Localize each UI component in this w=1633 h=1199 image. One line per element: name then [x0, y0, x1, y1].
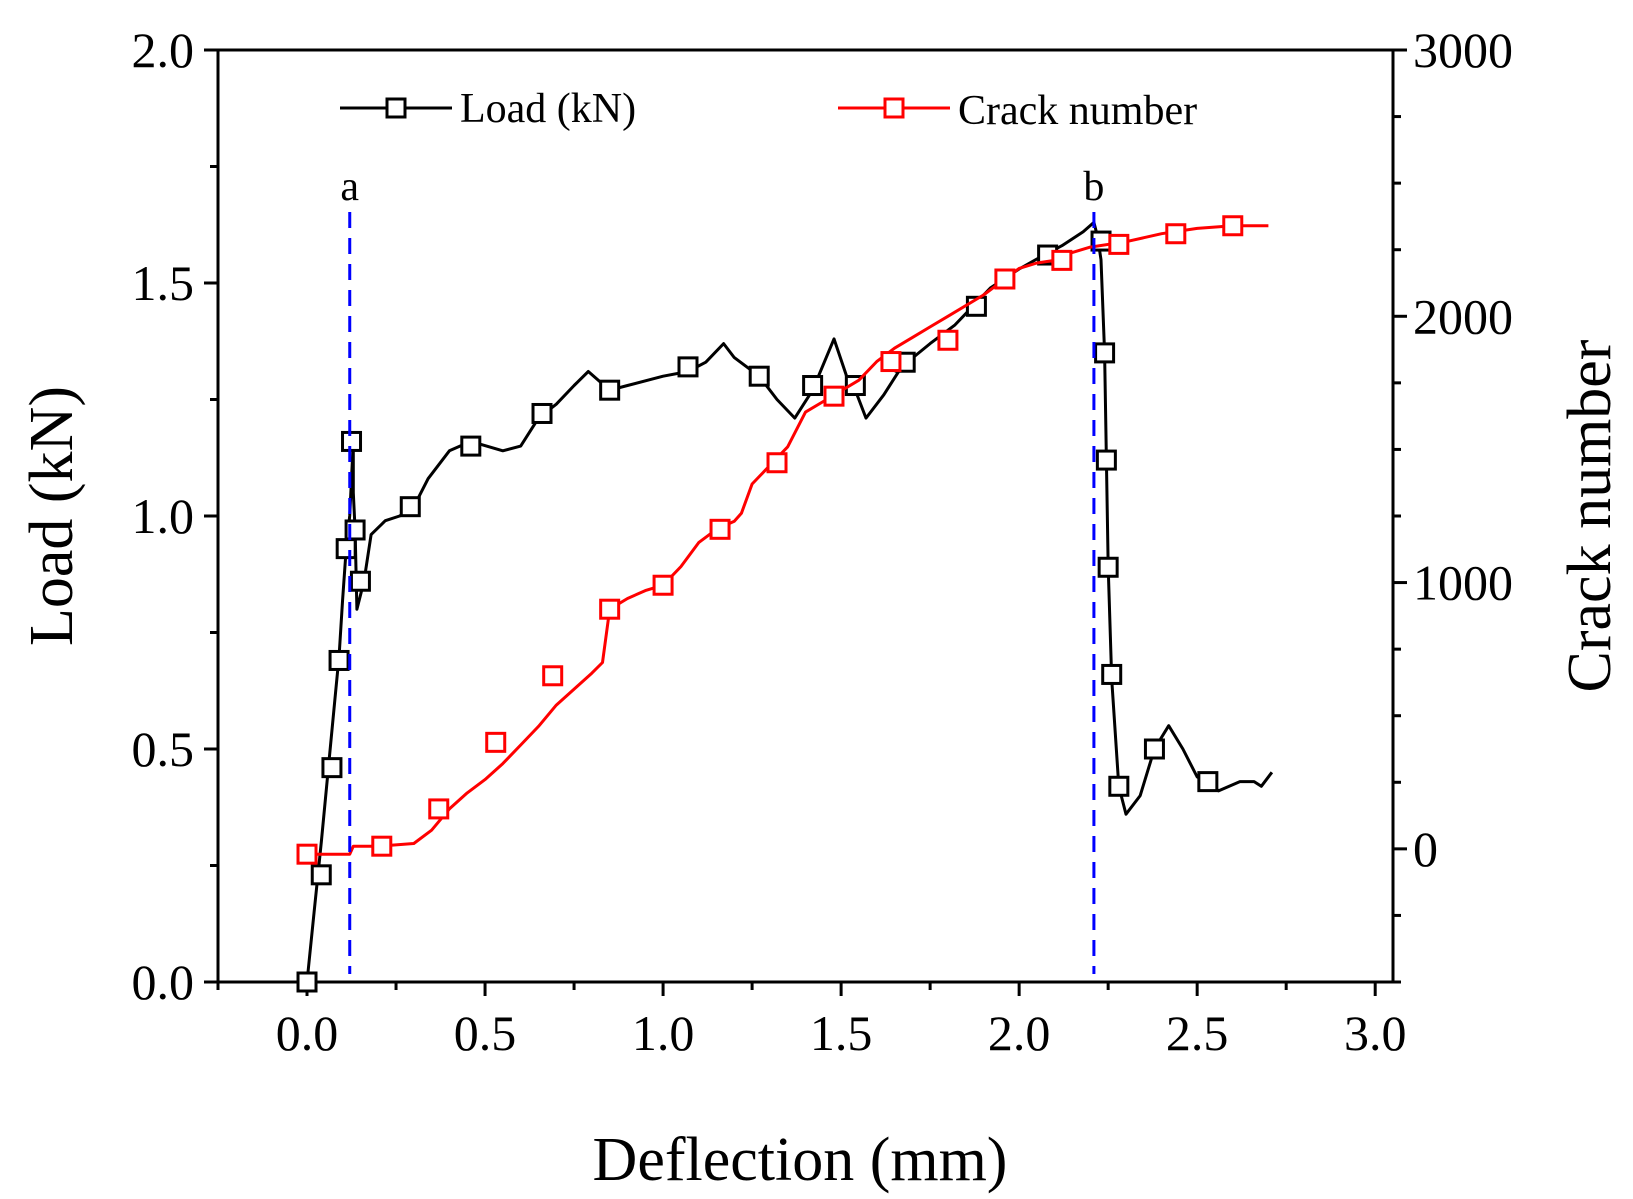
- marker-label-a: a: [340, 164, 359, 210]
- load-data-point: [531, 402, 553, 424]
- legend: Load (kN) Crack number: [340, 86, 1197, 134]
- y-tick-label: 0.0: [132, 954, 195, 1010]
- load-data-point: [460, 435, 482, 457]
- crack-data-point: [823, 385, 845, 407]
- x-tick-label: 1.0: [632, 1005, 695, 1061]
- load-data-point: [1095, 449, 1117, 471]
- x-tick-label: 0.5: [454, 1005, 517, 1061]
- crack-data-point: [428, 798, 450, 820]
- y2-axis-title: Crack number: [1556, 339, 1624, 692]
- crack-data-point: [485, 731, 507, 753]
- load-data-point: [310, 864, 332, 886]
- load-data-point: [599, 379, 621, 401]
- x-tick-label: 2.5: [1166, 1005, 1229, 1061]
- crack-data-point: [766, 452, 788, 474]
- crack-data-point: [296, 843, 318, 865]
- y-tick-label: 1.5: [132, 255, 195, 311]
- crack-series-line: [307, 224, 1269, 856]
- crack-data-point: [371, 835, 393, 857]
- load-data-point: [1108, 775, 1130, 797]
- load-data-point: [349, 570, 371, 592]
- crack-data-point: [599, 598, 621, 620]
- legend-load-label: Load (kN): [460, 86, 636, 132]
- load-data-point: [1197, 771, 1219, 793]
- legend-crack-label: Crack number: [958, 88, 1197, 134]
- crack-data-point: [880, 351, 902, 373]
- x-axis-title: Deflection (mm): [593, 1126, 1008, 1194]
- crack-data-point: [1165, 223, 1187, 245]
- series-layer: [296, 215, 1274, 993]
- y-tick-label: 2.0: [132, 22, 195, 78]
- crack-data-point: [1051, 249, 1073, 271]
- crack-data-point: [994, 268, 1016, 290]
- y2-tick-label: 0: [1413, 821, 1438, 877]
- crack-data-point: [1108, 233, 1130, 255]
- y2-tick-label: 2000: [1413, 288, 1513, 344]
- load-data-point: [335, 538, 357, 560]
- load-data-point: [748, 365, 770, 387]
- y-axis-title: Load (kN): [18, 386, 86, 646]
- crack-data-point: [1222, 215, 1244, 237]
- load-data-point: [802, 375, 824, 397]
- load-data-point: [296, 971, 318, 993]
- crack-data-point: [652, 574, 674, 596]
- marker-label-b: b: [1083, 164, 1104, 210]
- x-tick-label: 2.0: [988, 1005, 1051, 1061]
- load-data-point: [1094, 342, 1116, 364]
- load-data-point: [677, 356, 699, 378]
- x-tick-label: 3.0: [1344, 1005, 1407, 1061]
- load-data-point: [1101, 663, 1123, 685]
- legend-crack-marker: [883, 97, 905, 119]
- x-tick-label: 1.5: [810, 1005, 873, 1061]
- legend-load-marker: [385, 97, 407, 119]
- load-data-point: [321, 757, 343, 779]
- load-data-point: [1143, 738, 1165, 760]
- load-series-line: [305, 220, 1274, 983]
- crack-data-point: [709, 518, 731, 540]
- crack-data-point: [937, 329, 959, 351]
- load-data-point: [328, 649, 350, 671]
- load-data-point: [1097, 556, 1119, 578]
- axis-ticks: 0.0 0.5 1.0 1.5 2.0 2.5 3.0 0.0 0.5 1.0 1.5 2.0 0 100…: [132, 22, 1514, 1061]
- load-data-point: [399, 496, 421, 518]
- y2-tick-label: 3000: [1413, 22, 1513, 78]
- y-tick-label: 1.0: [132, 488, 195, 544]
- crack-data-point: [542, 665, 564, 687]
- y-tick-label: 0.5: [132, 721, 195, 777]
- y2-tick-label: 1000: [1413, 555, 1513, 611]
- plot-frame: [216, 48, 1395, 984]
- load-data-point: [341, 430, 363, 452]
- x-tick-label: 0.0: [276, 1005, 339, 1061]
